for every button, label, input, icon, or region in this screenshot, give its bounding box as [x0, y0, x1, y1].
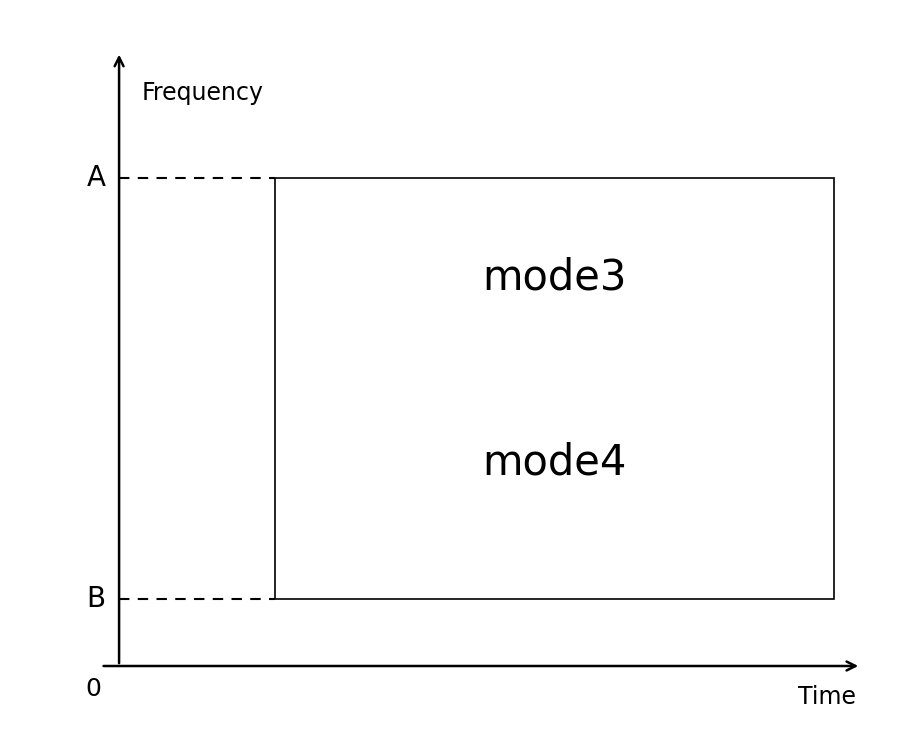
Text: mode3: mode3 [482, 257, 627, 298]
Bar [275, 178, 834, 599]
Text: Time: Time [799, 684, 856, 708]
Text: B: B [86, 585, 105, 613]
Text: mode4: mode4 [482, 442, 627, 483]
Text: Frequency: Frequency [142, 81, 264, 105]
Text: A: A [86, 164, 105, 192]
Text: 0: 0 [85, 677, 101, 701]
